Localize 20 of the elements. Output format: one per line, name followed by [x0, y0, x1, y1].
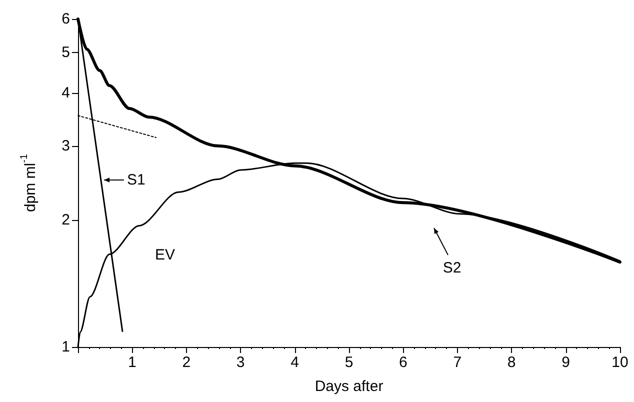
annotation: S2 — [442, 260, 462, 276]
x-axis-title: Days after — [314, 378, 384, 395]
annotation: S1 — [127, 172, 146, 188]
x-tick-label: 8 — [507, 354, 516, 371]
x-tick-label: 10 — [612, 354, 628, 371]
y-tick-label: 1 — [62, 338, 70, 356]
x-tick-label: 6 — [399, 354, 408, 371]
annotation: EV — [154, 246, 176, 264]
y-tick-label: 5 — [62, 44, 70, 61]
y-tick-label: 4 — [62, 84, 70, 102]
x-tick-label: 7 — [453, 354, 462, 371]
x-tick-label: 1 — [128, 354, 136, 371]
y-tick-label: 6 — [62, 10, 70, 28]
y-tick-label: 3 — [62, 137, 70, 154]
x-tick-label: 9 — [562, 354, 570, 371]
x-tick-label: 5 — [344, 354, 354, 371]
x-tick-label: 4 — [290, 354, 299, 371]
y-tick-label: 2 — [62, 212, 70, 229]
x-tick-label: 3 — [236, 354, 245, 371]
x-tick-label: 2 — [182, 354, 191, 371]
